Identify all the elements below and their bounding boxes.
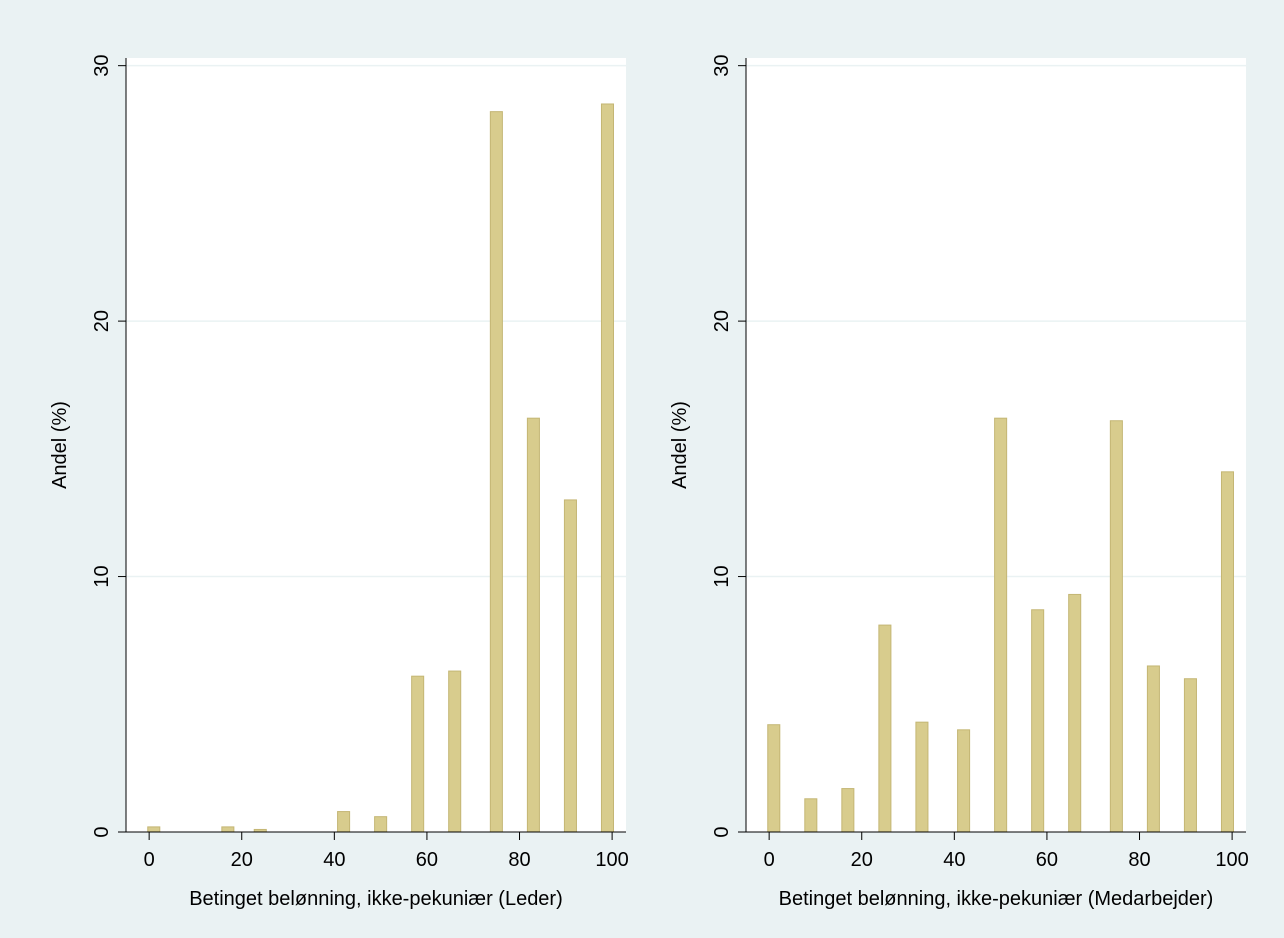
bar <box>957 729 971 833</box>
bar <box>1220 471 1235 833</box>
x-tick-label: 80 <box>508 849 530 871</box>
x-tick-label: 0 <box>144 849 155 871</box>
y-ticks: 0 10 20 30 <box>711 55 746 838</box>
bar <box>915 721 929 833</box>
bar <box>804 798 818 833</box>
bar <box>526 417 540 833</box>
y-tick-label: 0 <box>711 826 733 837</box>
bar <box>411 675 425 833</box>
bar <box>147 826 161 833</box>
x-tick-label: 60 <box>1036 849 1058 871</box>
bar <box>374 816 388 833</box>
y-tick-label: 10 <box>711 565 733 587</box>
y-tick-label: 20 <box>91 310 113 332</box>
x-ticks: 0 20 40 60 80 100 <box>764 832 1249 871</box>
bar <box>489 111 503 833</box>
bar <box>994 417 1008 833</box>
bar <box>1068 593 1082 833</box>
y-tick-label: 30 <box>91 55 113 77</box>
gridlines <box>126 64 626 578</box>
y-tick-label: 10 <box>91 565 113 587</box>
x-axis-label: Betinget belønning, ikke-pekuniær (Leder… <box>189 888 563 910</box>
x-ticks: 0 20 40 60 80 100 <box>144 832 629 871</box>
x-tick-label: 60 <box>416 849 438 871</box>
bars <box>767 417 1235 833</box>
x-tick-label: 100 <box>595 849 628 871</box>
y-tick-label: 20 <box>711 310 733 332</box>
y-tick-label: 0 <box>91 826 113 837</box>
y-axis-label: Andel (%) <box>49 401 71 489</box>
bar <box>1183 678 1197 833</box>
x-tick-label: 40 <box>943 849 965 871</box>
x-tick-label: 100 <box>1215 849 1248 871</box>
bar <box>600 103 614 833</box>
x-tick-label: 0 <box>764 849 775 871</box>
bar <box>1031 609 1045 833</box>
bar <box>878 624 892 833</box>
x-tick-label: 80 <box>1128 849 1150 871</box>
x-tick-label: 20 <box>231 849 253 871</box>
bar <box>767 724 781 833</box>
y-axis-label: Andel (%) <box>669 401 691 489</box>
bar <box>1109 420 1123 833</box>
bar <box>841 788 855 833</box>
bar <box>1146 665 1160 833</box>
chart-panel-medarbejder: 0 10 20 30 0 20 40 60 80 100 Betinget belønning,… <box>669 55 1249 910</box>
bar <box>563 499 577 833</box>
plot-area <box>126 58 626 832</box>
x-axis-label: Betinget belønning, ikke-pekuniær (Medar… <box>779 888 1214 910</box>
y-ticks: 0 10 20 30 <box>91 55 126 838</box>
chart-panel-leder: 0 10 20 30 0 20 40 60 80 100 Betinget belønning,… <box>49 55 629 910</box>
x-tick-label: 20 <box>851 849 873 871</box>
y-tick-label: 30 <box>711 55 733 77</box>
bar <box>337 811 351 833</box>
bar <box>221 826 235 833</box>
x-tick-label: 40 <box>323 849 345 871</box>
bar <box>448 670 462 833</box>
